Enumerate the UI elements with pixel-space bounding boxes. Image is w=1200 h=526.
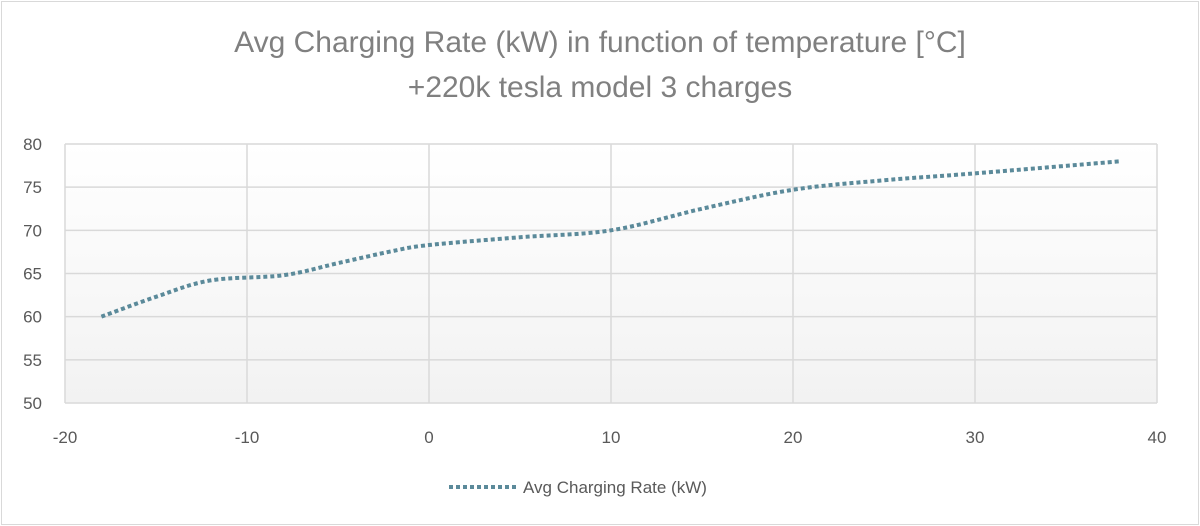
y-tick-label: 80 (23, 135, 42, 154)
series-line (100, 159, 1121, 319)
x-tick-label: -10 (235, 428, 260, 447)
x-tick-label: 30 (966, 428, 985, 447)
x-tick-label: 10 (602, 428, 621, 447)
y-tick-label: 75 (23, 178, 42, 197)
chart-subtitle: +220k tesla model 3 charges (407, 71, 793, 104)
y-tick-label: 70 (23, 221, 42, 240)
legend: Avg Charging Rate (kW) (449, 478, 707, 497)
legend-label: Avg Charging Rate (kW) (523, 478, 707, 497)
y-tick-label: 50 (23, 394, 42, 413)
x-tick-label: 40 (1148, 428, 1167, 447)
x-tick-label: -20 (53, 428, 78, 447)
y-tick-label: 60 (23, 308, 42, 327)
x-tick-label: 20 (784, 428, 803, 447)
y-tick-label: 65 (23, 265, 42, 284)
x-tick-label: 0 (424, 428, 433, 447)
chart-title: Avg Charging Rate (kW) in function of te… (234, 26, 966, 59)
y-tick-label: 55 (23, 351, 42, 370)
